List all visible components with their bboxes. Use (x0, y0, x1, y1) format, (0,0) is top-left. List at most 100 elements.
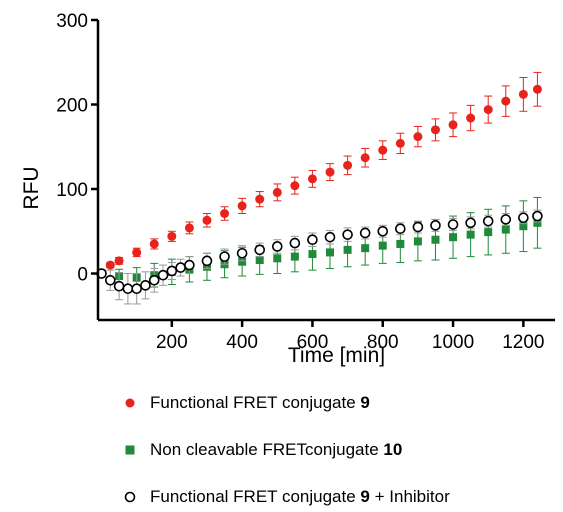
data-point (412, 221, 424, 233)
data-point (131, 283, 142, 295)
legend-item: Functional FRET conjugate 9 + Inhibitor (110, 482, 450, 512)
data-point (501, 225, 510, 234)
legend-marker (110, 435, 150, 465)
y-tick-label: 300 (56, 11, 88, 32)
data-point (396, 239, 405, 248)
data-point (518, 89, 528, 99)
data-point (466, 230, 475, 239)
data-point (167, 231, 177, 241)
data-point (518, 212, 529, 224)
legend-label: Functional FRET conjugate 9 + Inhibitor (150, 487, 450, 507)
data-point (430, 220, 441, 231)
legend-label-part: Functional FRET conjugate (150, 487, 361, 506)
data-point (378, 145, 388, 155)
data-point (307, 234, 318, 246)
data-point (290, 181, 300, 191)
data-point (140, 280, 151, 291)
data-point (395, 138, 405, 148)
data-point (289, 237, 301, 249)
data-point (202, 215, 212, 225)
data-point (175, 262, 186, 273)
data-point (219, 251, 230, 262)
data-point (326, 248, 335, 257)
data-point (359, 227, 371, 239)
data-point (201, 255, 213, 267)
data-point (519, 222, 528, 231)
chart: 0 100 200 300 200 400 600 800 1000 1200 Time [min]… (20, 11, 555, 367)
data-point (447, 219, 459, 230)
data-point (325, 167, 335, 177)
data-point (532, 84, 542, 94)
data-point (166, 265, 178, 277)
x-tick-label: 600 (297, 332, 329, 353)
data-point (184, 223, 194, 233)
legend-label-part: 10 (383, 440, 403, 459)
data-point (255, 194, 265, 204)
data-point (343, 245, 352, 254)
data-point (395, 223, 406, 235)
data-point (465, 217, 476, 229)
legend-label-part: Non cleavable FRETconjugate (150, 440, 384, 459)
data-point (483, 105, 493, 115)
data-point (149, 239, 159, 249)
x-tick-label: 800 (367, 332, 399, 353)
data-point (343, 160, 353, 170)
data-point (220, 209, 230, 219)
legend-label-part: 9 (360, 487, 370, 506)
data-point (122, 283, 134, 295)
axes: 0 100 200 300 200 400 600 800 1000 1200 Time [min]… (20, 11, 555, 367)
data-point (532, 210, 543, 222)
data-point (501, 96, 511, 106)
data-point (114, 256, 124, 266)
data-point (466, 113, 476, 123)
data-point (484, 228, 493, 237)
data-point (533, 218, 542, 227)
data-point (237, 201, 247, 211)
y-tick-label: 0 (77, 265, 88, 286)
legend-marker (110, 388, 150, 418)
data-point (113, 280, 125, 292)
data-point (307, 174, 317, 184)
data-point (360, 153, 370, 163)
data-point (413, 132, 423, 142)
data-point (273, 254, 282, 263)
y-tick-label: 100 (56, 180, 88, 201)
data-point (132, 247, 142, 257)
data-point (431, 235, 440, 244)
data-point (254, 244, 266, 256)
x-axis-title: Time [min] (288, 344, 385, 367)
legend-label-part: 9 (360, 393, 370, 412)
x-tick-label: 400 (226, 332, 258, 353)
data-point (430, 125, 440, 135)
legend-label-part: + Inhibitor (369, 487, 450, 506)
data-point (272, 187, 282, 197)
y-axis-title: RFU (20, 166, 43, 209)
data-point (271, 241, 283, 252)
legend-marker (110, 482, 150, 512)
data-point (255, 256, 264, 264)
legend-label: Non cleavable FRETconjugate 10 (150, 440, 402, 460)
data-point (482, 215, 494, 227)
legend-item: Non cleavable FRETconjugate 10 (110, 435, 402, 465)
legend-label-part: Functional FRET conjugate (150, 393, 361, 412)
data-point (342, 229, 353, 240)
x-tick-label: 1200 (502, 332, 544, 353)
data-point (324, 231, 336, 243)
data-point (449, 233, 458, 242)
data-point (308, 250, 317, 259)
data-point (236, 247, 248, 259)
data-point (157, 269, 169, 281)
data-point (290, 252, 299, 261)
data-layer (96, 71, 543, 305)
data-point (377, 225, 389, 237)
data-point (378, 241, 387, 250)
legend-item: Functional FRET conjugate 9 (110, 388, 370, 418)
data-point (500, 214, 512, 225)
data-point (184, 259, 195, 271)
data-point (238, 257, 247, 266)
y-tick-label: 200 (56, 96, 88, 117)
data-point (361, 244, 370, 253)
legend-label: Functional FRET conjugate 9 (150, 393, 370, 413)
data-point (448, 120, 458, 130)
data-point (105, 274, 116, 286)
